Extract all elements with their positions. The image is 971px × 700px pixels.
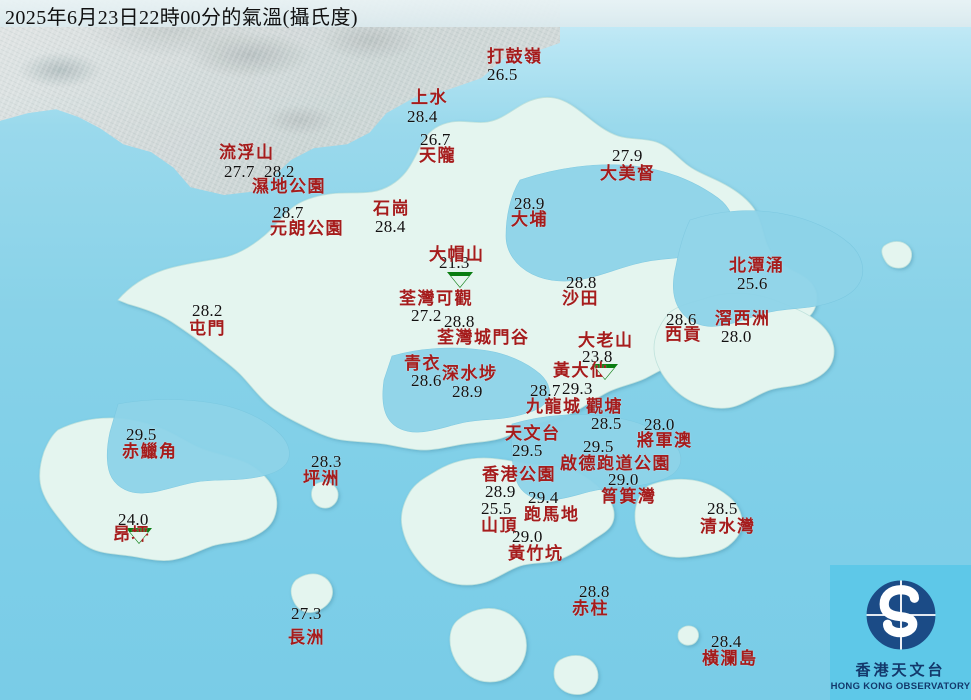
station-temperature-value: 29.4 <box>528 488 559 507</box>
station-temperature-value: 21.3 <box>439 253 470 272</box>
land-cheung-chau <box>290 573 333 613</box>
land-waglan-island <box>677 625 699 646</box>
station-temperature-value: 28.5 <box>707 499 738 518</box>
station-temperature-value: 28.6 <box>411 371 442 390</box>
station-temperature-value: 28.8 <box>566 273 597 292</box>
station-name-label: 上水 <box>411 88 448 107</box>
station-name-label: 跑馬地 <box>524 505 580 524</box>
station-name-label: 長洲 <box>288 628 325 647</box>
station-temperature-value: 25.5 <box>481 499 512 518</box>
station-name-label: 山頂 <box>481 516 518 535</box>
station-temperature-value: 28.2 <box>264 162 295 181</box>
station-temperature-value: 29.5 <box>512 441 543 460</box>
station-name-label: 筲箕灣 <box>601 487 657 506</box>
title-bar <box>0 0 971 27</box>
station-temperature-value: 29.0 <box>608 470 639 489</box>
station-temperature-value: 27.2 <box>411 306 442 325</box>
station-name-label: 青衣 <box>404 354 441 373</box>
hko-logo: 香港天文台 HONG KONG OBSERVATORY <box>830 565 971 700</box>
station-marker-triangle <box>126 528 152 544</box>
station-name-label: 觀塘 <box>586 397 623 416</box>
station-name-label: 啟德跑道公園 <box>560 454 671 473</box>
station-name-label: 九龍城 <box>526 397 582 416</box>
station-temperature-value: 28.4 <box>375 217 406 236</box>
station-name-label: 黃大仙 <box>553 361 609 380</box>
station-name-label: 荃灣可觀 <box>399 289 473 308</box>
station-name-label: 屯門 <box>189 319 226 338</box>
station-name-label: 滘西洲 <box>715 309 771 328</box>
station-temperature-value: 28.0 <box>644 415 675 434</box>
station-name-label: 流浮山 <box>219 143 275 162</box>
page-title: 2025年6月23日22時00分的氣溫(攝氏度) <box>5 7 358 29</box>
station-name-label: 西貢 <box>665 325 702 344</box>
station-name-label: 大埔 <box>511 210 548 229</box>
station-name-label: 天隴 <box>419 146 456 165</box>
station-temperature-value: 28.9 <box>485 482 516 501</box>
station-name-label: 荃灣城門谷 <box>437 328 530 347</box>
station-temperature-value: 29.5 <box>126 425 157 444</box>
station-name-label: 打鼓嶺 <box>487 47 543 66</box>
station-name-label: 深水埗 <box>442 364 498 383</box>
station-name-label: 濕地公園 <box>252 177 326 196</box>
station-temperature-value: 28.3 <box>311 452 342 471</box>
station-temperature-value: 24.0 <box>118 510 149 529</box>
station-temperature-value: 28.8 <box>444 312 475 331</box>
station-name-label: 大美督 <box>600 164 656 183</box>
station-marker-triangle <box>592 364 618 380</box>
station-name-label: 元朗公園 <box>270 219 344 238</box>
station-temperature-value: 29.5 <box>583 437 614 456</box>
station-name-label: 橫瀾島 <box>702 649 758 668</box>
station-name-label: 香港公園 <box>482 465 556 484</box>
logo-name-zh: 香港天文台 <box>855 663 946 679</box>
station-name-label: 北潭涌 <box>729 256 785 275</box>
station-temperature-value: 25.6 <box>737 274 768 293</box>
station-name-label: 天文台 <box>505 424 561 443</box>
station-name-label: 大帽山 <box>429 245 485 264</box>
station-temperature-value: 26.7 <box>420 130 451 149</box>
water-sai-kung-inlets <box>673 210 863 327</box>
station-temperature-value: 28.5 <box>591 414 622 433</box>
station-name-label: 坪洲 <box>303 469 340 488</box>
station-temperature-value: 27.3 <box>291 604 322 623</box>
station-temperature-value: 28.4 <box>407 107 438 126</box>
station-temperature-value: 28.8 <box>579 582 610 601</box>
hko-logo-icon <box>864 578 937 652</box>
station-name-label: 赤鱲角 <box>122 442 178 461</box>
station-temperature-value: 28.7 <box>273 203 304 222</box>
station-temperature-value: 28.4 <box>711 632 742 651</box>
water-north-lantau-channel <box>106 399 290 494</box>
station-temperature-value: 27.7 <box>224 162 255 181</box>
station-name-label: 將軍澳 <box>637 431 693 450</box>
land-lamma-island <box>449 608 527 683</box>
water-victoria-harbour-east <box>511 414 682 501</box>
station-temperature-value: 28.6 <box>666 310 697 329</box>
station-temperature-value: 27.9 <box>612 146 643 165</box>
land-peng-chau <box>311 481 339 509</box>
station-temperature-value: 28.9 <box>452 382 483 401</box>
land-po-toi <box>553 655 599 695</box>
station-name-label: 大老山 <box>578 331 634 350</box>
station-temperature-value: 29.3 <box>562 379 593 398</box>
station-marker-triangle <box>447 272 473 288</box>
station-name-label: 清水灣 <box>700 517 756 536</box>
land-clear-water-bay <box>634 478 743 558</box>
station-temperature-value: 29.0 <box>512 527 543 546</box>
logo-name-en: HONG KONG OBSERVATORY <box>830 681 971 692</box>
station-name-label: 赤柱 <box>572 599 609 618</box>
station-name-label: 黃竹坑 <box>508 544 564 563</box>
station-name-label: 石崗 <box>373 199 410 218</box>
station-temperature-value: 26.5 <box>487 65 518 84</box>
water-victoria-harbour-west <box>382 347 550 433</box>
station-temperature-value: 28.9 <box>514 194 545 213</box>
station-temperature-value: 28.2 <box>192 301 223 320</box>
land-ne-islet <box>881 241 912 269</box>
station-name-label: 沙田 <box>562 289 599 308</box>
station-temperature-value: 28.0 <box>721 327 752 346</box>
station-temperature-value: 28.7 <box>530 381 561 400</box>
station-temperature-value: 23.8 <box>582 347 613 366</box>
